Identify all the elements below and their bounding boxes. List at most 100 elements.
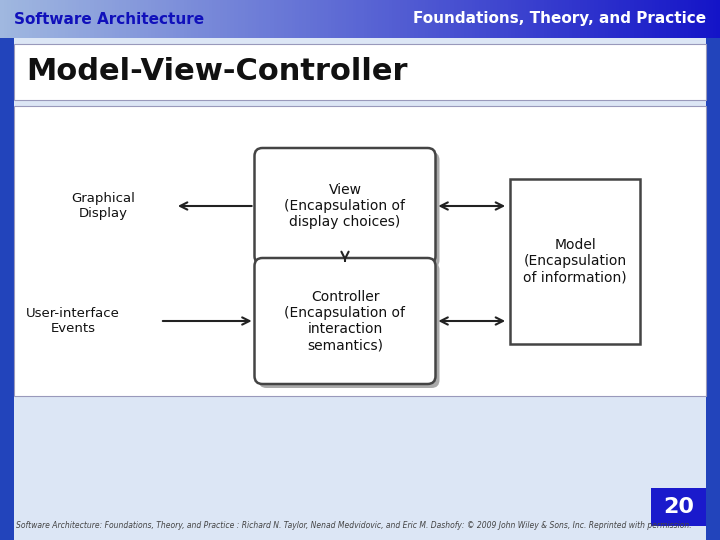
Bar [500,0,505,38]
FancyBboxPatch shape [258,152,439,268]
Bar [684,0,688,38]
Bar [328,0,332,38]
Bar [677,0,681,38]
Bar [511,0,516,38]
Bar [652,0,656,38]
Bar [576,0,580,38]
Bar [32,0,37,38]
Bar [547,0,552,38]
Bar [230,0,235,38]
Bar [450,0,454,38]
Bar [349,0,354,38]
Bar [155,0,159,38]
Bar [425,0,429,38]
Bar [407,0,411,38]
Bar [29,0,33,38]
Bar [475,0,480,38]
Bar [443,0,447,38]
Bar [94,0,98,38]
Text: 20: 20 [663,497,694,517]
Bar [698,0,703,38]
Bar [533,0,537,38]
Bar [148,0,152,38]
Bar [252,0,256,38]
Bar [526,0,530,38]
Bar [259,0,264,38]
Bar [151,0,156,38]
Bar [310,0,314,38]
Bar [191,0,195,38]
Bar [194,0,199,38]
Bar [680,0,685,38]
Bar [594,0,598,38]
Bar [144,0,148,38]
Bar [662,0,667,38]
Bar [115,0,120,38]
Bar [418,0,422,38]
Bar [25,0,30,38]
Bar [72,0,76,38]
Bar [187,0,192,38]
Bar [130,0,134,38]
Bar [140,0,145,38]
Bar [11,0,15,38]
Bar [688,0,692,38]
FancyBboxPatch shape [254,258,436,384]
Bar [68,0,73,38]
Bar [133,0,138,38]
Bar [691,0,696,38]
Bar [101,0,105,38]
Bar [464,0,469,38]
Bar [223,0,228,38]
Text: User-interface
Events: User-interface Events [26,307,120,335]
Bar [346,0,350,38]
Bar [202,0,206,38]
Bar [7,0,12,38]
Bar [510,179,640,343]
Bar [508,0,512,38]
FancyBboxPatch shape [258,262,439,388]
Bar [565,0,570,38]
Bar [454,0,458,38]
Bar [166,0,170,38]
Bar [461,0,465,38]
Bar [706,38,720,540]
Bar [356,0,361,38]
Bar [83,0,87,38]
Bar [284,0,289,38]
Bar [234,0,238,38]
Bar [277,0,282,38]
Bar [14,106,706,396]
Bar [216,0,220,38]
Bar [245,0,249,38]
Bar [569,0,573,38]
Bar [313,0,318,38]
Bar [54,0,58,38]
Bar [634,0,638,38]
Bar [655,0,660,38]
Bar [205,0,210,38]
Bar [374,0,379,38]
Bar [4,0,8,38]
Bar [439,0,444,38]
Bar [428,0,433,38]
Bar [540,0,544,38]
Bar [209,0,213,38]
Bar [173,0,177,38]
Bar [119,0,123,38]
Bar [36,0,40,38]
Bar [619,0,624,38]
Bar [248,0,253,38]
Bar [104,0,109,38]
Bar [382,0,386,38]
Bar [212,0,217,38]
Bar [342,0,346,38]
Bar [360,0,364,38]
Text: Model
(Encapsulation
of information): Model (Encapsulation of information) [523,238,627,284]
Bar [176,0,181,38]
Bar [22,0,26,38]
Bar [220,0,224,38]
Bar [551,0,555,38]
Bar [468,0,472,38]
Bar [630,0,634,38]
